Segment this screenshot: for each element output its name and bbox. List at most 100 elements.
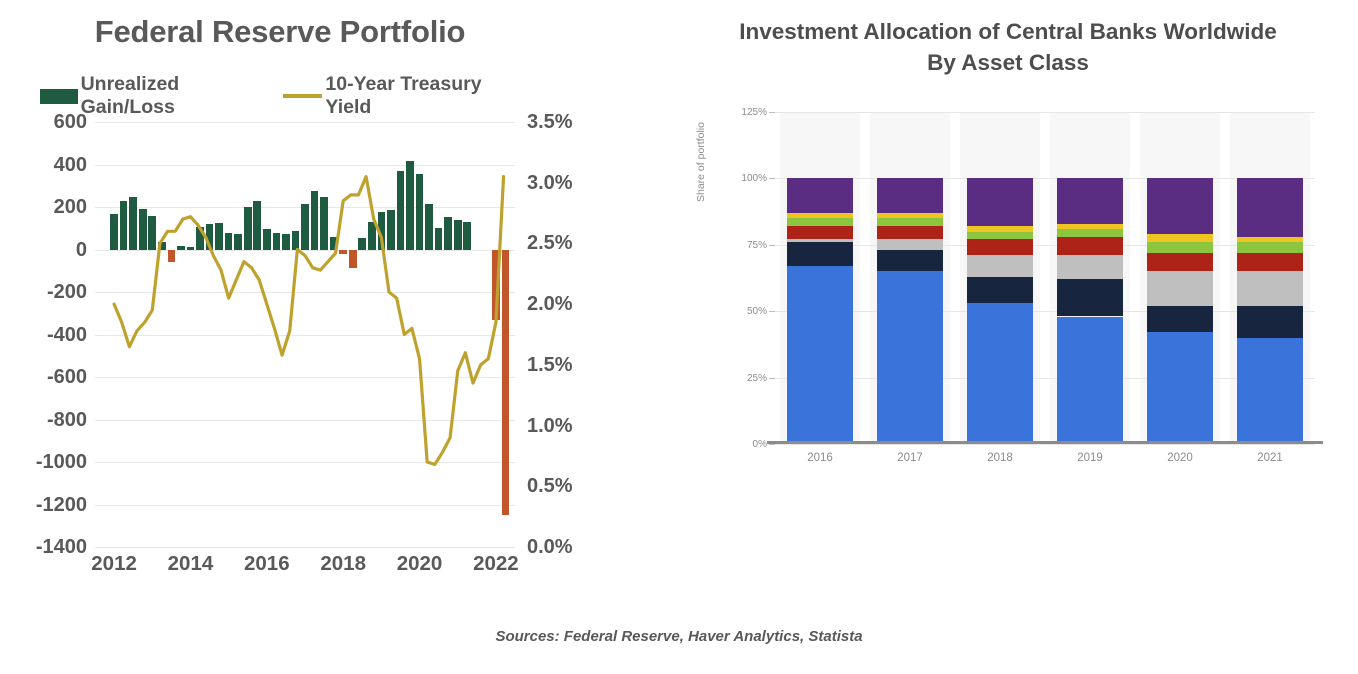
stacked-bar-segment bbox=[1056, 255, 1124, 280]
x-axis-tick: 2017 bbox=[897, 452, 923, 464]
y-axis-tick-left: -1200 bbox=[35, 493, 87, 516]
y-axis-tick-left: -400 bbox=[46, 323, 87, 346]
y-axis-tick-left: 600 bbox=[53, 111, 87, 133]
left-chart-legend: Unrealized Gain/Loss 10-Year Treasury Yi… bbox=[40, 73, 520, 118]
stacked-bar-segment bbox=[1236, 305, 1304, 338]
unrealized-gain-loss-bar bbox=[387, 210, 395, 250]
y-axis-tick-right: 3.0% bbox=[527, 171, 573, 194]
stacked-bar bbox=[1056, 112, 1124, 444]
gridline bbox=[95, 292, 515, 293]
unrealized-gain-loss-bar bbox=[368, 221, 376, 250]
gridline bbox=[775, 112, 1315, 113]
unrealized-gain-loss-bar bbox=[186, 247, 195, 250]
gridline bbox=[95, 122, 515, 123]
stacked-bar-segment bbox=[1146, 271, 1214, 306]
stacked-bar-segment bbox=[786, 226, 854, 240]
y-axis-tick-right: 1.5% bbox=[527, 353, 573, 376]
stacked-bar-segment bbox=[1236, 271, 1304, 306]
stacked-bar-segment bbox=[966, 276, 1034, 304]
stacked-bar-segment bbox=[1146, 234, 1214, 243]
unrealized-gain-loss-bar bbox=[320, 197, 328, 250]
unrealized-gain-loss-bar bbox=[167, 249, 176, 263]
y-axis-tick-right: 0.5% bbox=[527, 475, 573, 498]
unrealized-gain-loss-bar bbox=[263, 229, 271, 250]
y-axis-tickmark bbox=[769, 112, 775, 113]
stacked-bar-segment bbox=[966, 255, 1034, 277]
x-axis-tick: 2016 bbox=[807, 452, 833, 464]
x-axis-tick: 2020 bbox=[396, 552, 443, 575]
gridline bbox=[775, 377, 1315, 379]
unrealized-gain-loss-bar bbox=[253, 200, 262, 250]
y-axis-tick-right: 2.5% bbox=[527, 232, 573, 255]
gridline bbox=[95, 547, 515, 548]
gridline bbox=[95, 249, 515, 251]
unrealized-gain-loss-bar bbox=[291, 231, 300, 250]
unrealized-gain-loss-bar bbox=[129, 197, 137, 250]
unrealized-gain-loss-bar bbox=[358, 237, 367, 250]
y-axis-tick: 25% bbox=[746, 372, 767, 384]
stacked-bar-segment bbox=[1056, 228, 1124, 237]
y-axis-tickmark bbox=[769, 311, 775, 313]
unrealized-gain-loss-bar bbox=[119, 200, 128, 250]
gridline bbox=[775, 178, 1315, 180]
left-chart-title: Federal Reserve Portfolio bbox=[94, 14, 466, 49]
unrealized-gain-loss-bar bbox=[196, 227, 204, 250]
stacked-bar bbox=[966, 112, 1034, 444]
x-axis-tick: 2019 bbox=[1077, 452, 1103, 464]
y-axis-tick-left: 200 bbox=[53, 196, 87, 218]
right-chart-plot-area: 0% 25% 50% 75% 100% 125% Share of portfolio 2… bbox=[695, 107, 1323, 464]
stacked-bar-segment bbox=[1056, 223, 1124, 229]
stacked-bar-segment bbox=[1236, 236, 1304, 243]
treasury-yield-line-swatch-icon bbox=[282, 94, 323, 98]
central-bank-allocation-chart: Investment Allocation of Central Banks W… bbox=[660, 0, 1358, 620]
y-axis-tickmark bbox=[769, 178, 775, 180]
y-axis-tick: 75% bbox=[746, 239, 767, 251]
stacked-bar-segment bbox=[786, 266, 854, 444]
stacked-bar-segment bbox=[966, 231, 1034, 240]
stacked-bar-segment bbox=[1056, 236, 1124, 256]
stacked-bar-segment bbox=[1236, 337, 1304, 444]
legend-label-treasury-yield: 10-Year Treasury Yield bbox=[325, 73, 482, 118]
unrealized-gain-loss-bar bbox=[234, 233, 242, 250]
unrealized-gain-loss-bar bbox=[282, 233, 290, 250]
stacked-bar-segment bbox=[1146, 252, 1214, 272]
stacked-bar-segment bbox=[1236, 178, 1304, 237]
y-axis-tick-right: 3.5% bbox=[527, 111, 573, 133]
y-axis-tick-left: -800 bbox=[46, 408, 87, 431]
stacked-bar-segment bbox=[1056, 279, 1124, 317]
y-axis-tick-left: -200 bbox=[46, 281, 87, 303]
stacked-bar bbox=[1236, 112, 1304, 444]
x-axis-tick: 2012 bbox=[91, 552, 137, 575]
gridline bbox=[95, 377, 515, 378]
gridline bbox=[95, 419, 515, 421]
unrealized-gain-loss-bar bbox=[243, 207, 252, 250]
y-axis-tick: 0% bbox=[752, 439, 767, 450]
stacked-bar-segment bbox=[1146, 178, 1214, 235]
right-chart-y-axis-label: Share of portfolio bbox=[695, 122, 707, 202]
stacked-bar-segment bbox=[876, 212, 944, 219]
unrealized-gain-loss-bar bbox=[453, 219, 462, 250]
stacked-bar-segment bbox=[1056, 316, 1124, 444]
stacked-bar-segment bbox=[876, 250, 944, 272]
stacked-bar-segment bbox=[876, 239, 944, 251]
stacked-bar bbox=[1146, 112, 1214, 444]
gridline bbox=[95, 462, 515, 463]
unrealized-gain-loss-bar bbox=[310, 191, 319, 250]
legend-label-unrealized-gain-loss: Unrealized Gain/Loss bbox=[80, 73, 180, 118]
stacked-bar-segment bbox=[786, 218, 854, 227]
y-axis-tick-right: 0.0% bbox=[527, 536, 573, 558]
gridline bbox=[95, 334, 515, 336]
x-axis-tick: 2021 bbox=[1257, 452, 1283, 464]
x-axis-tick: 2014 bbox=[167, 552, 214, 575]
federal-reserve-portfolio-chart: Federal Reserve Portfolio Unrealized Gai… bbox=[0, 0, 600, 620]
stacked-bar-segment bbox=[1236, 252, 1304, 272]
stacked-bar-segment bbox=[786, 242, 854, 267]
x-axis-tick: 2018 bbox=[320, 552, 366, 575]
y-axis-tick-left: 400 bbox=[53, 153, 87, 176]
right-chart-title-line1: Investment Allocation of Central Banks W… bbox=[739, 19, 1277, 44]
stacked-bar bbox=[876, 112, 944, 444]
y-axis-tick-left: -1000 bbox=[35, 451, 87, 473]
unrealized-gain-loss-bar bbox=[272, 232, 281, 250]
stacked-bar-segment bbox=[876, 218, 944, 227]
